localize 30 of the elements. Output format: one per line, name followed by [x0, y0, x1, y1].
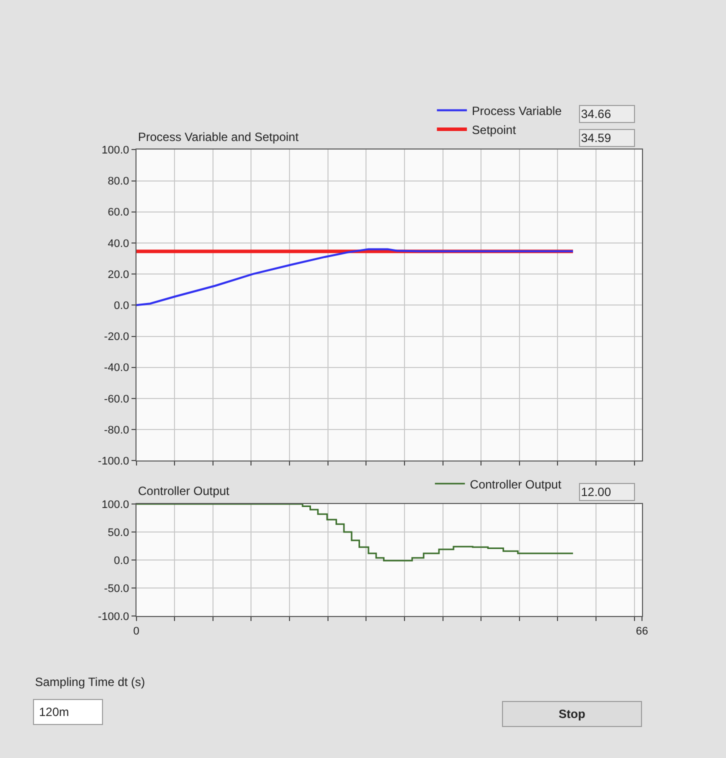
y-tick-label: -100.0	[98, 456, 130, 468]
x-tick-label: 66	[636, 625, 648, 638]
y-tick-label: -100.0	[98, 611, 130, 624]
y-tick-label: 20.0	[108, 268, 130, 281]
chart-title: Controller Output	[138, 484, 230, 498]
y-tick-label: -80.0	[104, 424, 130, 436]
y-tick-label: -20.0	[104, 331, 130, 344]
text: 34.59	[581, 131, 612, 145]
text: Sampling Time dt (s)	[35, 675, 146, 689]
text: 34.66	[581, 107, 612, 121]
x-tick-label: 0	[133, 625, 140, 638]
y-tick-label: 0.0	[114, 300, 130, 312]
y-tick-label: -60.0	[104, 393, 130, 406]
text: Stop	[558, 707, 586, 721]
y-tick-label: 60.0	[108, 206, 130, 219]
y-tick-label: 100.0	[102, 144, 130, 157]
legend-label: Setpoint	[472, 122, 517, 137]
y-tick-label: -40.0	[104, 362, 130, 374]
y-tick-label: 50.0	[108, 526, 130, 539]
y-tick-label: 80.0	[108, 176, 130, 188]
line-series	[136, 248, 574, 306]
text: 120m	[39, 705, 70, 719]
y-tick-label: -50.0	[104, 582, 130, 595]
y-tick-label: 100.0	[102, 498, 130, 511]
text: 12.00	[581, 485, 612, 499]
y-tick-label: 0.0	[114, 554, 130, 567]
legend-label: Process Variable	[472, 104, 562, 118]
chart-title: Process Variable and Setpoint	[138, 130, 300, 144]
legend-label: Controller Output	[470, 477, 562, 492]
y-tick-label: 40.0	[108, 238, 130, 250]
